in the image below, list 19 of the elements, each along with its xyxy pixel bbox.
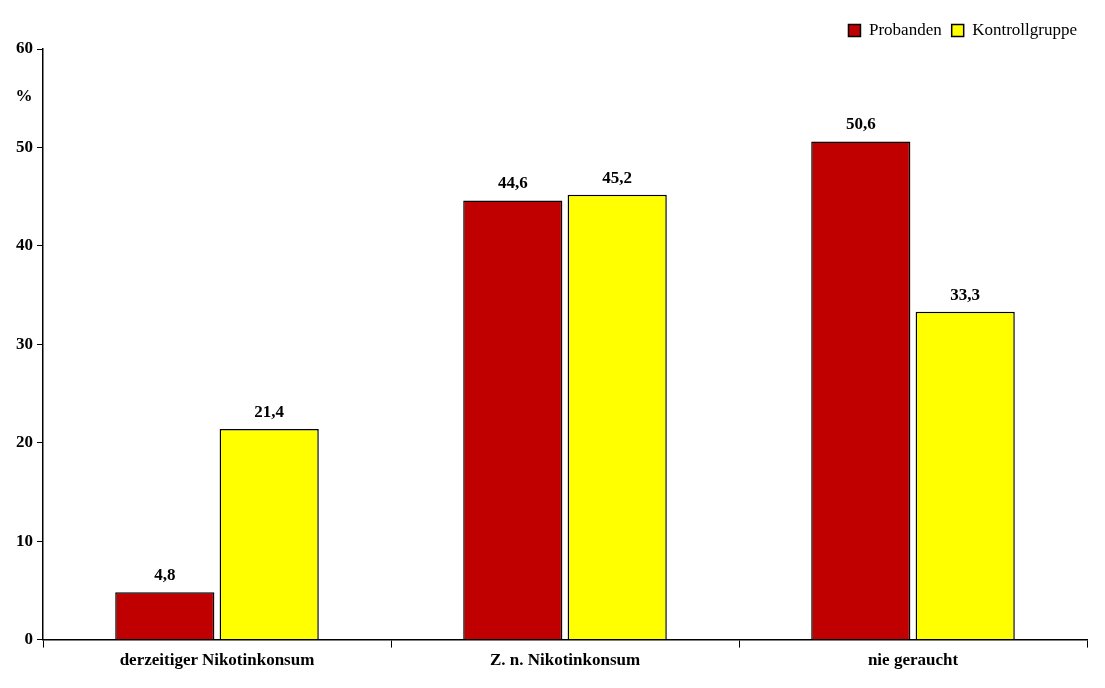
y-tick-label: 20 <box>16 432 33 452</box>
data-label: 4,8 <box>154 565 176 585</box>
data-label: 50,6 <box>845 114 876 134</box>
legend-label: Kontrollgruppe <box>972 19 1078 39</box>
y-tick-label: 0 <box>24 628 33 648</box>
data-label: 45,2 <box>602 167 633 187</box>
y-tick-label: 60 <box>16 38 33 58</box>
y-tick-label: 50 <box>16 136 33 156</box>
x-tick-label: nie geraucht <box>867 650 959 670</box>
y-tick-label: 40 <box>16 235 33 255</box>
data-label: 33,3 <box>950 284 981 304</box>
y-tick-label: 30 <box>16 333 33 353</box>
x-tick-label: Z. n. Nikotinkonsum <box>489 650 641 670</box>
data-label: 21,4 <box>254 401 285 421</box>
data-label: 44,6 <box>497 173 528 193</box>
y-axis-title: % <box>15 86 33 106</box>
y-tick-label: 10 <box>16 530 33 550</box>
legend-label: Probanden <box>868 19 943 39</box>
x-tick-label: derzeitiger Nikotinkonsum <box>119 650 315 670</box>
